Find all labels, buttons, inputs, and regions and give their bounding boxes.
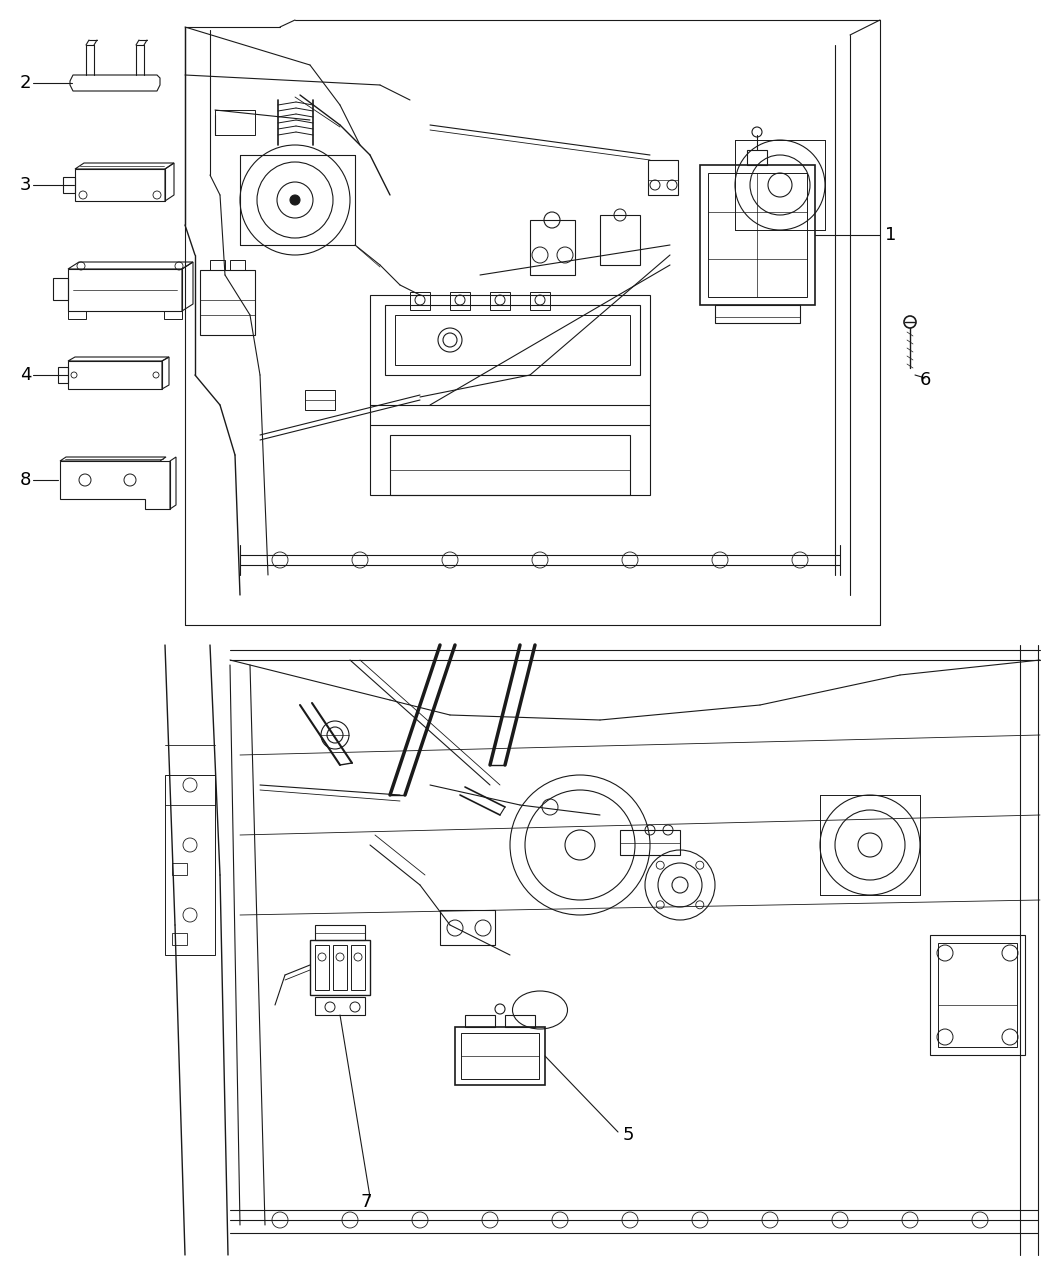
Bar bbox=[455, 1026, 545, 1085]
Bar bbox=[200, 270, 255, 335]
Bar bbox=[700, 164, 815, 305]
Bar bbox=[620, 830, 680, 856]
Bar bbox=[210, 260, 225, 270]
Text: 2: 2 bbox=[20, 74, 32, 92]
Bar bbox=[505, 1015, 536, 1026]
Bar bbox=[930, 935, 1025, 1054]
Text: 6: 6 bbox=[920, 371, 931, 389]
Bar bbox=[315, 924, 365, 940]
Bar bbox=[715, 305, 800, 323]
Bar bbox=[215, 110, 255, 135]
Bar bbox=[410, 292, 430, 310]
Bar bbox=[304, 390, 335, 411]
Bar bbox=[315, 945, 329, 989]
Bar bbox=[310, 940, 370, 994]
Bar bbox=[172, 933, 187, 945]
Bar bbox=[938, 944, 1017, 1047]
Bar bbox=[333, 945, 347, 989]
Bar bbox=[600, 215, 640, 265]
Bar bbox=[230, 260, 245, 270]
Text: 8: 8 bbox=[20, 470, 32, 490]
Bar bbox=[708, 173, 807, 297]
Text: 4: 4 bbox=[20, 366, 32, 384]
Bar bbox=[315, 997, 365, 1015]
Bar bbox=[385, 305, 640, 375]
Bar bbox=[165, 775, 215, 955]
Bar bbox=[450, 292, 470, 310]
Bar bbox=[390, 435, 630, 495]
Bar bbox=[530, 292, 550, 310]
Bar bbox=[747, 150, 766, 164]
Text: 5: 5 bbox=[623, 1126, 634, 1144]
Circle shape bbox=[290, 195, 300, 205]
Bar bbox=[530, 221, 575, 275]
Bar bbox=[370, 295, 650, 495]
Bar bbox=[648, 159, 678, 195]
Bar bbox=[465, 1015, 495, 1026]
Bar bbox=[172, 863, 187, 875]
Text: 1: 1 bbox=[885, 226, 897, 244]
Bar bbox=[490, 292, 510, 310]
Bar bbox=[351, 945, 365, 989]
Bar bbox=[461, 1033, 539, 1079]
Text: 3: 3 bbox=[20, 176, 32, 194]
Bar bbox=[440, 910, 495, 945]
Text: 7: 7 bbox=[360, 1193, 372, 1211]
Bar bbox=[395, 315, 630, 365]
